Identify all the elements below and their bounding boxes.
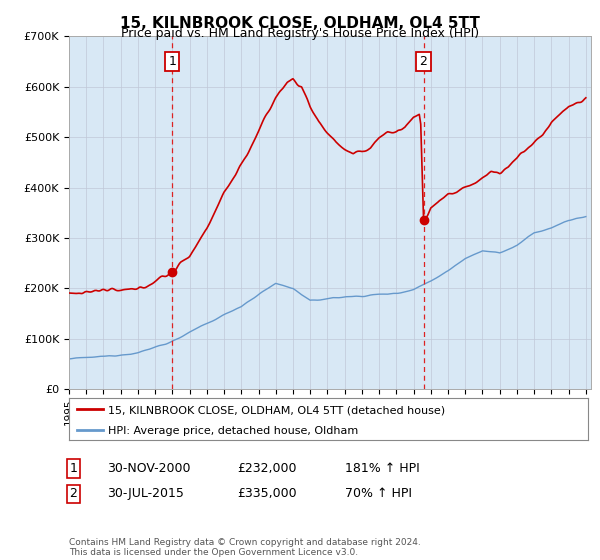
Text: 30-JUL-2015: 30-JUL-2015 bbox=[107, 487, 184, 501]
Text: 1: 1 bbox=[69, 462, 77, 475]
Text: 181% ↑ HPI: 181% ↑ HPI bbox=[345, 462, 420, 475]
Text: 2: 2 bbox=[419, 55, 427, 68]
Text: £335,000: £335,000 bbox=[237, 487, 296, 501]
Text: £232,000: £232,000 bbox=[237, 462, 296, 475]
Text: 1: 1 bbox=[169, 55, 176, 68]
Text: 15, KILNBROOK CLOSE, OLDHAM, OL4 5TT: 15, KILNBROOK CLOSE, OLDHAM, OL4 5TT bbox=[120, 16, 480, 31]
Text: Contains HM Land Registry data © Crown copyright and database right 2024.
This d: Contains HM Land Registry data © Crown c… bbox=[69, 538, 421, 557]
Text: 30-NOV-2000: 30-NOV-2000 bbox=[107, 462, 190, 475]
Text: HPI: Average price, detached house, Oldham: HPI: Average price, detached house, Oldh… bbox=[108, 426, 358, 436]
Text: Price paid vs. HM Land Registry's House Price Index (HPI): Price paid vs. HM Land Registry's House … bbox=[121, 27, 479, 40]
Text: 15, KILNBROOK CLOSE, OLDHAM, OL4 5TT (detached house): 15, KILNBROOK CLOSE, OLDHAM, OL4 5TT (de… bbox=[108, 405, 445, 415]
Text: 2: 2 bbox=[69, 487, 77, 501]
Text: 70% ↑ HPI: 70% ↑ HPI bbox=[345, 487, 412, 501]
